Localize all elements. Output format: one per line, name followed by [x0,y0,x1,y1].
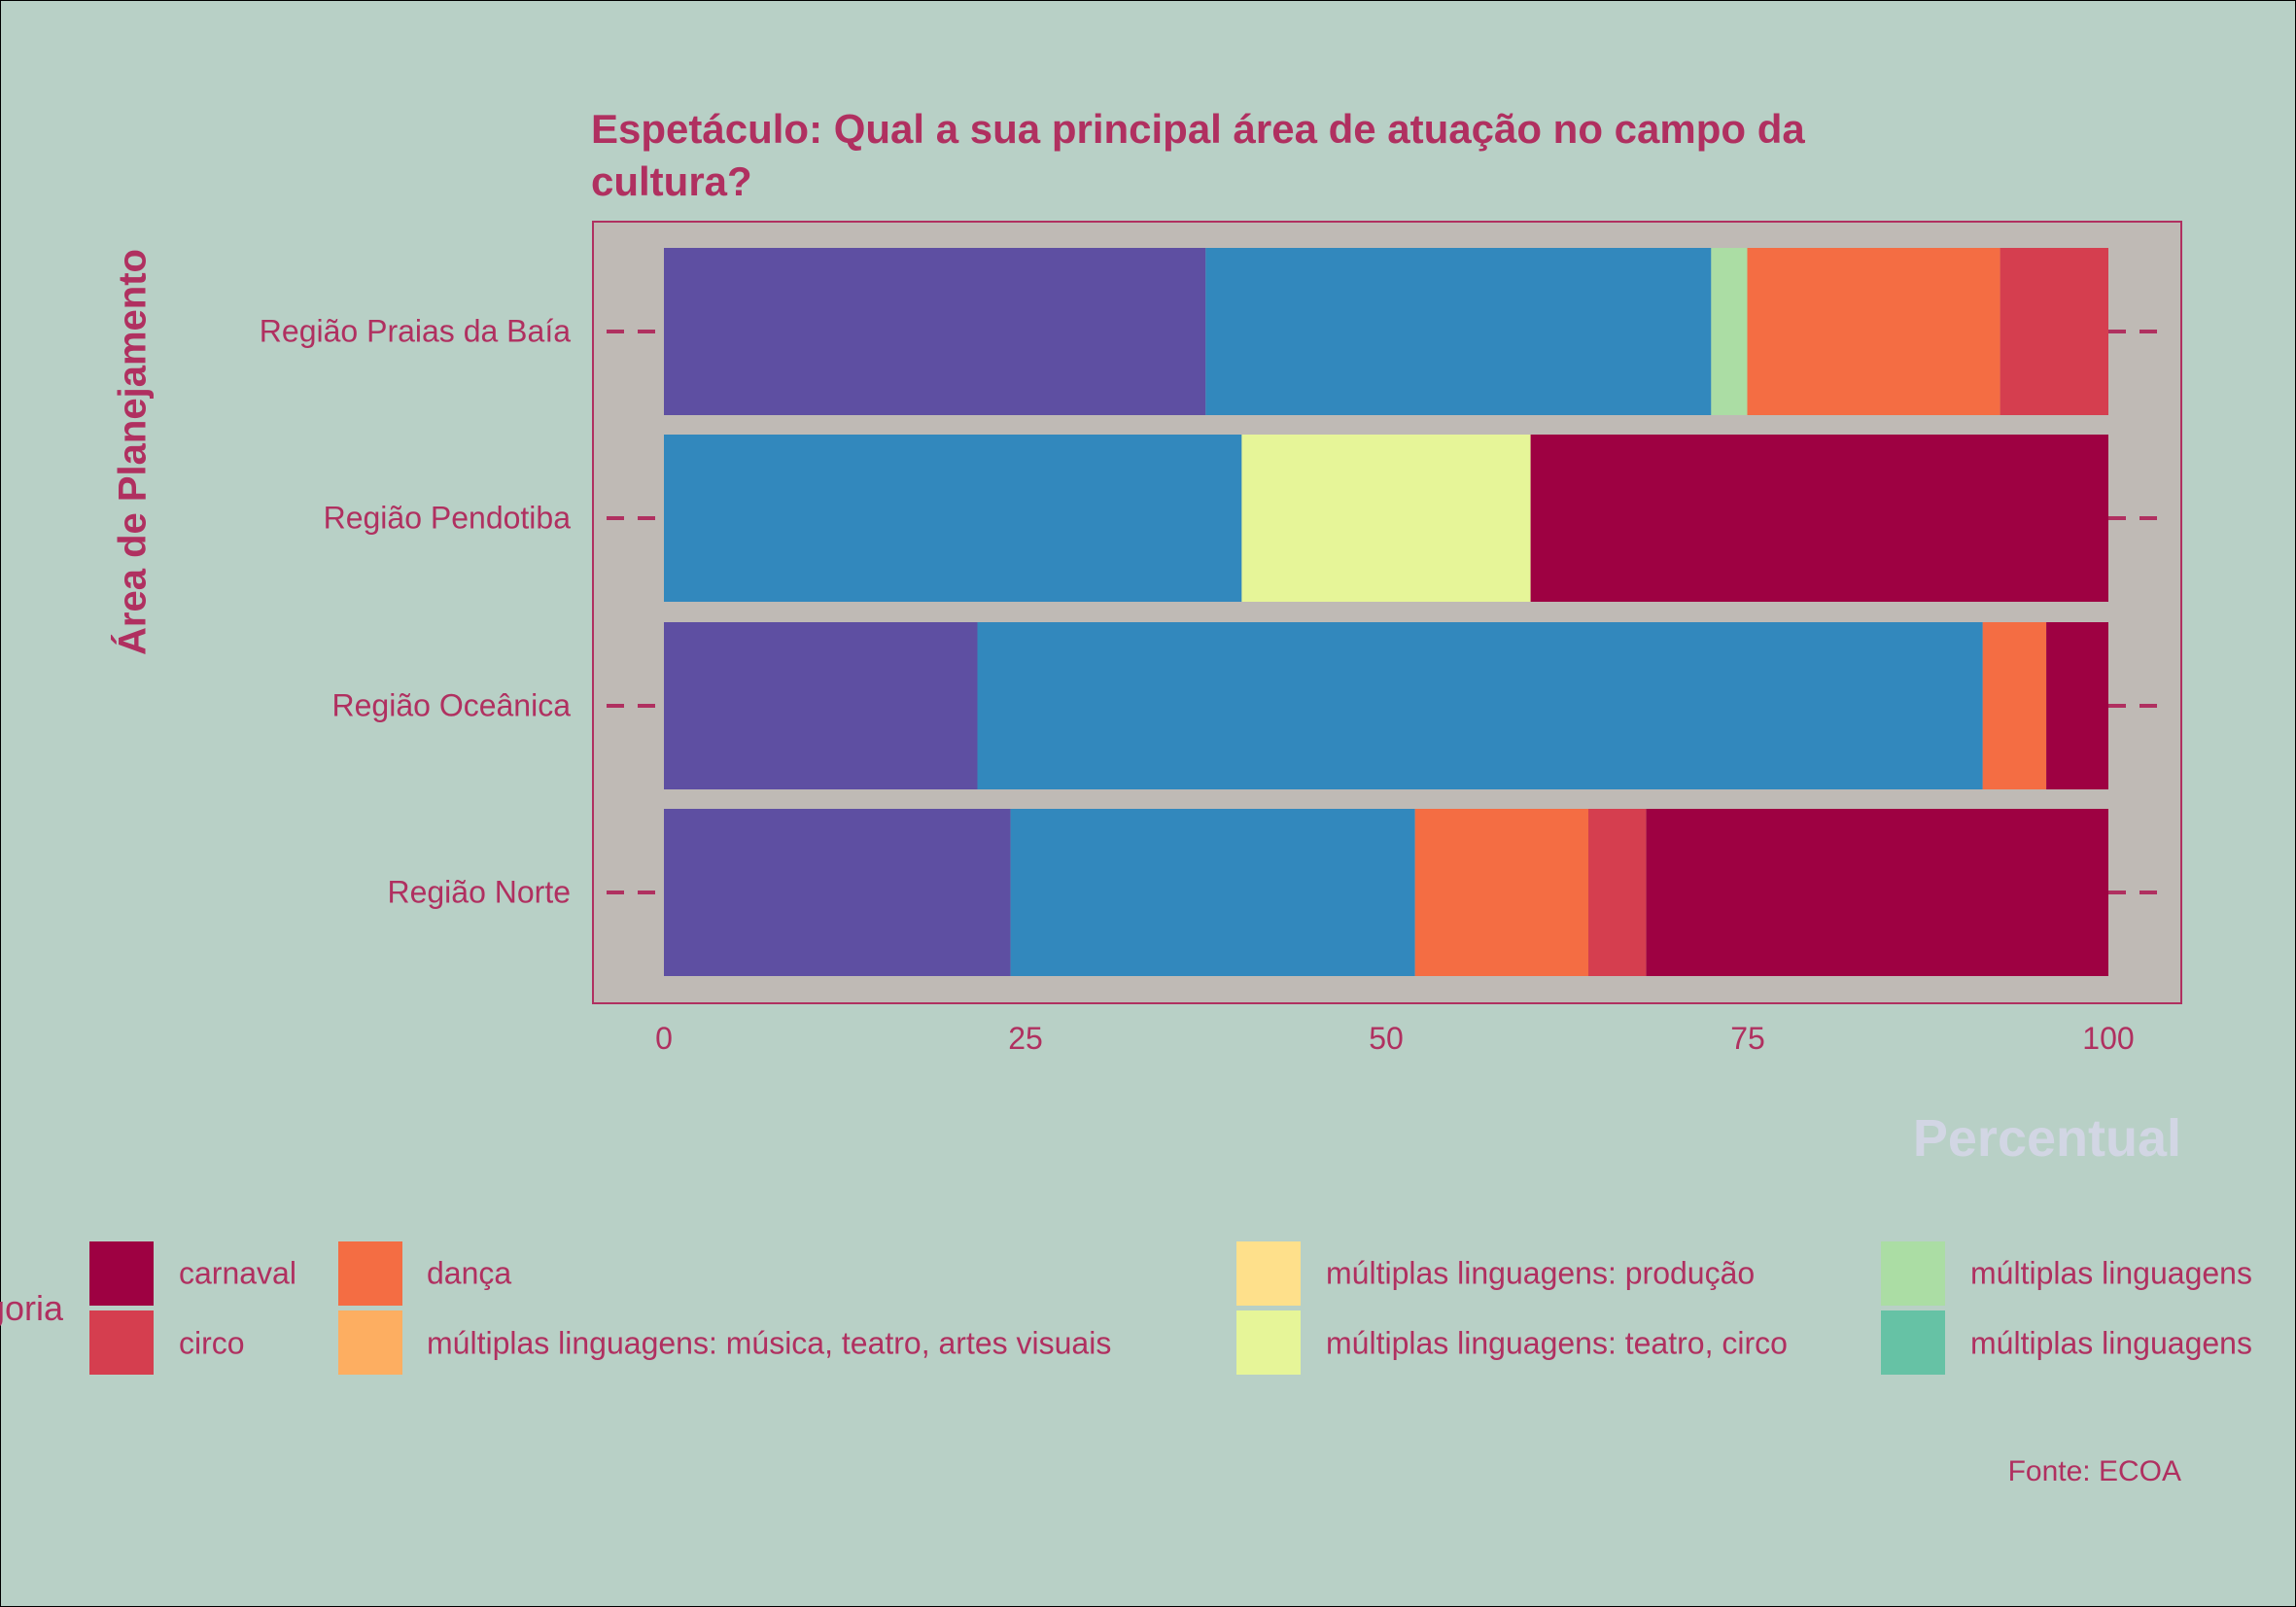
y-tick-label: Região Praias da Baía [259,313,571,349]
legend-key-circo [89,1310,154,1375]
bar-segment [664,435,1242,602]
legend-key-multiplas-b [1881,1310,1945,1375]
legend-title: Categoria [0,1288,63,1328]
bar-segment [664,622,978,789]
legend-label: múltiplas linguagens [1970,1255,2252,1291]
source-caption: Fonte: ECOA [2007,1455,2181,1487]
bar-segment [664,809,1011,976]
x-tick-label: 100 [2082,1021,2135,1056]
bar-segment [1241,435,1531,602]
bar-segment [2046,622,2108,789]
legend-label: múltiplas linguagens: música, teatro, ar… [427,1325,1112,1361]
legend-key-danca [338,1241,402,1306]
bar-segment [2000,248,2108,415]
bar-segment [1530,435,2108,602]
legend-label: carnaval [179,1255,296,1291]
bar-segment [1982,622,2047,789]
bar-segment [1588,809,1647,976]
bar-segment [1747,248,2000,415]
y-tick-label: Região Norte [387,874,571,910]
legend-label: múltiplas linguagens: teatro, circo [1326,1325,1788,1361]
chart-title: Espetáculo: Qual a sua principal área de… [591,106,1805,204]
bar-segment [1414,809,1588,976]
legend-key-producao [1236,1241,1301,1306]
x-tick-label: 25 [1008,1021,1043,1056]
bar-segment [664,248,1206,415]
y-axis-title: Área de Planejamento [111,249,155,655]
y-tick-label: Região Pendotiba [323,500,571,536]
legend-key-carnaval [89,1241,154,1306]
legend-label: circo [179,1325,245,1361]
bar-segment [1205,248,1712,415]
legend-label: múltiplas linguagens [1970,1325,2252,1361]
legend-key-teatro-circo [1236,1310,1301,1375]
legend-key-multiplas-a [1881,1241,1945,1306]
bar-segment [1711,248,1748,415]
x-axis-title: Percentual [1912,1109,2181,1168]
legend-label: dança [427,1255,512,1291]
legend-label: múltiplas linguagens: produção [1326,1255,1756,1291]
x-tick-label: 0 [655,1021,673,1056]
legend-key-musica-teatro-artes [338,1310,402,1375]
bar-segment [977,622,1983,789]
y-tick-label: Região Oceânica [331,687,571,723]
x-tick-label: 50 [1369,1021,1404,1056]
bar-segment [1010,809,1415,976]
bar-segment [1646,809,2108,976]
x-tick-label: 75 [1730,1021,1765,1056]
